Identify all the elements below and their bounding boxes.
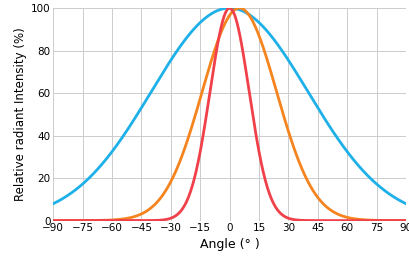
Y-axis label: Relative radiant Intensity (%): Relative radiant Intensity (%) bbox=[13, 27, 27, 201]
X-axis label: Angle (° ): Angle (° ) bbox=[199, 238, 259, 250]
